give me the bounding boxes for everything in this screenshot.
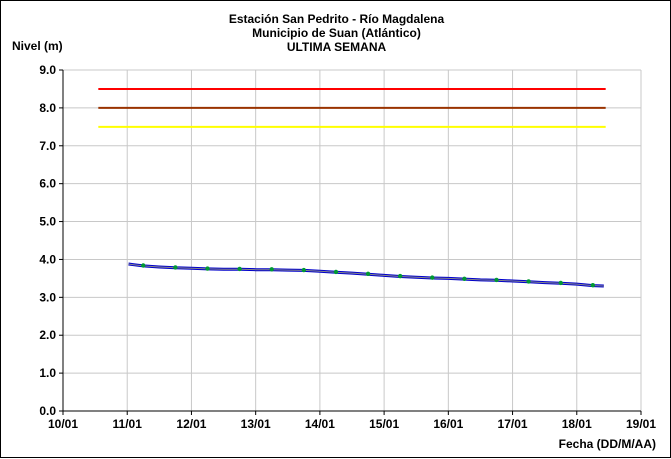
x-tick-label: 13/01 [241, 417, 271, 431]
x-tick-label: 15/01 [369, 417, 399, 431]
level-marker [237, 266, 242, 272]
y-tick-label: 3.0 [39, 290, 56, 304]
y-tick-label: 4.0 [39, 252, 56, 266]
grid [63, 69, 642, 411]
level-marker [558, 280, 563, 286]
level-marker [462, 276, 467, 281]
series-lines [128, 262, 604, 288]
x-tick-labels: 10/01 11/01 12/01 13/01 14/01 15/01 16/01 17/01… [48, 417, 656, 431]
level-marker [365, 271, 371, 277]
x-tick-label: 11/01 [113, 417, 143, 431]
x-tick-label: 16/01 [433, 417, 463, 431]
y-tick-label: 7.0 [39, 139, 56, 153]
level-marker [494, 277, 499, 283]
level-series-line [128, 262, 604, 288]
level-marker [397, 273, 403, 279]
x-tick-label: 17/01 [498, 417, 528, 431]
chart-title: Estación San Pedrito - Río Magdalena [228, 12, 445, 26]
chart-subtitle-period: ULTIMA SEMANA [286, 40, 387, 54]
y-tick-labels: 0.0 1.0 2.0 3.0 4.0 5.0 6.0 7.0 8.0 9.0 [39, 63, 56, 418]
y-tick-label: 1.0 [39, 366, 56, 380]
level-marker [205, 266, 210, 271]
x-tick-label: 18/01 [562, 417, 592, 431]
x-tick-label: 14/01 [305, 417, 335, 431]
axes [59, 69, 642, 415]
y-tick-label: 2.0 [39, 328, 56, 342]
chart-subtitle: Municipio de Suan (Atlántico) [252, 26, 421, 40]
level-marker [526, 279, 531, 284]
level-series-centerline [128, 263, 604, 287]
level-marker [430, 275, 435, 280]
y-tick-label: 8.0 [39, 101, 56, 115]
level-marker [141, 263, 146, 268]
x-tick-label: 10/01 [48, 417, 78, 431]
y-tick-label: 0.0 [39, 404, 56, 418]
y-tick-label: 6.0 [39, 177, 56, 191]
series-markers [141, 263, 596, 288]
threshold-lines [98, 87, 606, 128]
x-axis-label: Fecha (DD/M/AA) [558, 437, 656, 451]
y-tick-label: 9.0 [39, 63, 56, 77]
x-tick-label: 19/01 [626, 417, 656, 431]
y-tick-label: 5.0 [39, 215, 56, 229]
y-axis-label: Nivel (m) [12, 39, 63, 53]
level-marker [173, 265, 178, 270]
level-marker [590, 283, 596, 288]
level-marker [301, 267, 307, 273]
level-marker [269, 267, 274, 272]
level-marker [333, 269, 339, 275]
x-tick-label: 12/01 [176, 417, 206, 431]
